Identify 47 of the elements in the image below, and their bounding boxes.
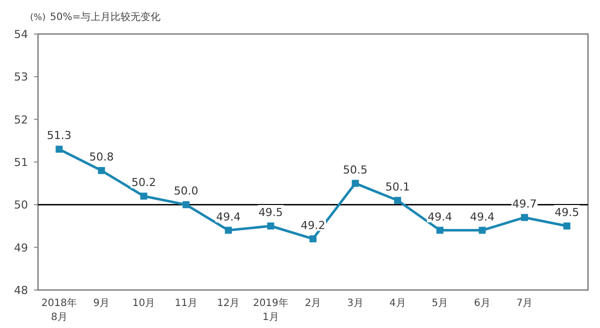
x-tick-label: 12月: [217, 298, 240, 309]
x-tick-label: 3月: [347, 298, 364, 309]
data-label: 50.2: [132, 176, 156, 190]
x-tick-label: 6月: [474, 298, 490, 309]
point: [56, 146, 63, 153]
x-tick-label: 4月: [389, 298, 406, 309]
point: [563, 222, 570, 230]
point: [140, 192, 148, 200]
y-tick-label: 52: [14, 113, 28, 126]
data-label: 50.5: [343, 163, 368, 176]
data-label: 51.3: [46, 129, 72, 142]
point: [394, 196, 402, 204]
point: [352, 180, 359, 187]
x-tick-label: 2018年 8月: [41, 297, 77, 323]
point: [478, 226, 486, 234]
data-label: 49.4: [428, 210, 452, 224]
data-label: 50.1: [385, 180, 410, 194]
x-tick-label: 2月: [304, 298, 322, 309]
x-tick-label: 9月: [93, 298, 110, 309]
point: [310, 235, 316, 242]
y-tick-label: 51: [14, 156, 28, 169]
data-label: 49.4: [216, 210, 241, 224]
y-tick-label: 49: [14, 241, 28, 254]
point: [436, 226, 444, 234]
y-tick-label: 53: [14, 70, 28, 84]
y-axis-title: (%): [30, 13, 46, 23]
y-tick-label: 54: [14, 28, 28, 41]
data-label: 49.5: [258, 206, 283, 219]
data-label: 50.0: [174, 184, 198, 198]
y-tick-label: 48: [14, 284, 28, 297]
data-label: 50.8: [89, 150, 114, 164]
data-label: 49.5: [554, 206, 580, 219]
data-label: 49.7: [512, 197, 537, 210]
y-tick-label: 50: [14, 198, 28, 212]
data-label: 49.4: [470, 210, 494, 224]
data-label: 49.2: [300, 218, 326, 232]
point: [521, 214, 528, 221]
x-tick-label: 11月: [174, 298, 198, 309]
text: 50%=与上月比较无变化: [50, 11, 161, 23]
point: [267, 222, 274, 230]
point: [182, 201, 190, 208]
x-tick-label: 5月: [432, 298, 448, 309]
point: [224, 226, 232, 234]
x-tick-label: 10月: [132, 298, 156, 309]
x-tick-label: 2019年 1月: [252, 297, 288, 323]
x-tick-label: 7月: [516, 298, 533, 309]
point: [98, 167, 105, 174]
